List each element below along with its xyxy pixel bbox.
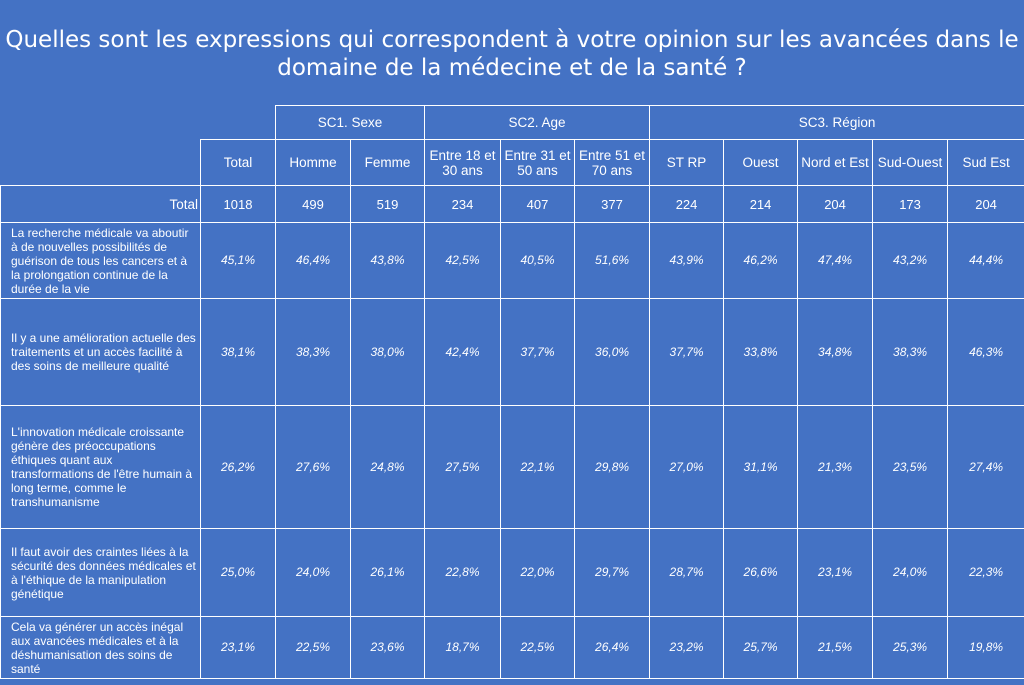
total-row: Total 1018 499 519 234 407 377 224 214 204 173 204 bbox=[0, 185, 1024, 223]
data-cell: 22,1% bbox=[500, 405, 576, 529]
data-cell: 40,5% bbox=[500, 222, 576, 299]
data-cell: 42,4% bbox=[424, 298, 502, 406]
data-cell: 22,5% bbox=[500, 616, 576, 679]
data-cell: 46,4% bbox=[275, 222, 351, 299]
data-cell: 23,5% bbox=[872, 405, 949, 529]
data-cell: 34,8% bbox=[797, 298, 874, 406]
data-cell: 44,4% bbox=[947, 222, 1024, 299]
data-cell: 25,0% bbox=[200, 528, 276, 617]
group-header: SC3. Région bbox=[649, 105, 1024, 140]
total-row-label: Total bbox=[0, 185, 201, 223]
data-cell: 26,1% bbox=[349, 528, 426, 617]
data-cell: 46,2% bbox=[723, 222, 799, 299]
data-cell: 26,4% bbox=[574, 616, 651, 679]
row-label: L'innovation médicale croissante génère … bbox=[0, 405, 201, 529]
group-header: SC1. Sexe bbox=[274, 105, 426, 140]
group-header: SC2. Age bbox=[424, 105, 651, 140]
data-cell: 27,6% bbox=[275, 405, 351, 529]
data-cell: 37,7% bbox=[500, 298, 576, 406]
data-cell: 21,3% bbox=[797, 405, 874, 529]
row-label: Il faut avoir des craintes liées à la sé… bbox=[0, 528, 201, 617]
data-cell: 33,8% bbox=[723, 298, 799, 406]
data-cell: 27,0% bbox=[649, 405, 725, 529]
data-cell: 43,8% bbox=[349, 222, 426, 299]
data-cell: 24,0% bbox=[872, 528, 949, 617]
data-cell: 23,6% bbox=[349, 616, 426, 679]
column-header: ST RP bbox=[649, 139, 725, 186]
total-cell: 204 bbox=[797, 185, 874, 223]
empty-cell bbox=[200, 105, 276, 140]
empty-cell bbox=[1, 106, 201, 140]
data-cell: 24,8% bbox=[349, 405, 426, 529]
table-row: L'innovation médicale croissante génère … bbox=[0, 405, 1024, 529]
data-cell: 45,1% bbox=[200, 222, 276, 299]
row-label: Il y a une amélioration actuelle des tra… bbox=[0, 298, 201, 406]
data-cell: 43,2% bbox=[872, 222, 949, 299]
column-header: Entre 18 et 30 ans bbox=[424, 139, 502, 186]
total-cell: 173 bbox=[872, 185, 949, 223]
column-header: Femme bbox=[349, 139, 426, 186]
column-header: Entre 51 et 70 ans bbox=[574, 139, 651, 186]
data-cell: 36,0% bbox=[574, 298, 651, 406]
data-cell: 38,1% bbox=[200, 298, 276, 406]
data-cell: 22,8% bbox=[424, 528, 502, 617]
data-cell: 26,2% bbox=[200, 405, 276, 529]
group-header-row: SC1. Sexe SC2. Age SC3. Région bbox=[1, 105, 1024, 140]
data-cell: 19,8% bbox=[947, 616, 1024, 679]
total-cell: 407 bbox=[500, 185, 576, 223]
data-cell: 38,3% bbox=[872, 298, 949, 406]
data-cell: 27,5% bbox=[424, 405, 502, 529]
data-cell: 46,3% bbox=[947, 298, 1024, 406]
table-row: La recherche médicale va aboutir à de no… bbox=[0, 222, 1024, 299]
data-cell: 38,3% bbox=[275, 298, 351, 406]
total-cell: 234 bbox=[424, 185, 502, 223]
total-cell: 377 bbox=[574, 185, 651, 223]
row-label: Cela va générer un accès inégal aux avan… bbox=[0, 616, 201, 679]
data-cell: 27,4% bbox=[947, 405, 1024, 529]
table-row: Il y a une amélioration actuelle des tra… bbox=[0, 298, 1024, 406]
data-cell: 18,7% bbox=[424, 616, 502, 679]
data-cell: 43,9% bbox=[649, 222, 725, 299]
data-cell: 42,5% bbox=[424, 222, 502, 299]
data-cell: 51,6% bbox=[574, 222, 651, 299]
data-cell: 29,7% bbox=[574, 528, 651, 617]
empty-cell bbox=[1, 140, 201, 186]
total-cell: 204 bbox=[947, 185, 1024, 223]
data-cell: 23,2% bbox=[649, 616, 725, 679]
data-cell: 25,7% bbox=[723, 616, 799, 679]
data-cell: 47,4% bbox=[797, 222, 874, 299]
column-header: Sud Est bbox=[947, 139, 1024, 186]
data-cell: 31,1% bbox=[723, 405, 799, 529]
data-cell: 24,0% bbox=[275, 528, 351, 617]
data-cell: 38,0% bbox=[349, 298, 426, 406]
data-cell: 29,8% bbox=[574, 405, 651, 529]
crosstab-table: SC1. Sexe SC2. Age SC3. Région Total Homme Fe… bbox=[0, 105, 1024, 679]
total-cell: 499 bbox=[275, 185, 351, 223]
data-cell: 25,3% bbox=[872, 616, 949, 679]
table-row: Il faut avoir des craintes liées à la sé… bbox=[0, 528, 1024, 617]
table-row: Cela va générer un accès inégal aux avan… bbox=[0, 616, 1024, 679]
data-cell: 23,1% bbox=[797, 528, 874, 617]
column-header: Nord et Est bbox=[797, 139, 874, 186]
column-header: Ouest bbox=[723, 139, 799, 186]
data-cell: 26,6% bbox=[723, 528, 799, 617]
total-cell: 1018 bbox=[200, 185, 276, 223]
data-cell: 22,5% bbox=[275, 616, 351, 679]
data-cell: 28,7% bbox=[649, 528, 725, 617]
column-header-row: Total Homme Femme Entre 18 et 30 ans Entre 3… bbox=[1, 139, 1024, 186]
total-cell: 519 bbox=[349, 185, 426, 223]
total-cell: 224 bbox=[649, 185, 725, 223]
column-header: Total bbox=[200, 139, 276, 186]
data-cell: 22,0% bbox=[500, 528, 576, 617]
column-header: Homme bbox=[275, 139, 351, 186]
data-cell: 37,7% bbox=[649, 298, 725, 406]
column-header: Entre 31 et 50 ans bbox=[500, 139, 576, 186]
data-cell: 22,3% bbox=[947, 528, 1024, 617]
data-cell: 21,5% bbox=[797, 616, 874, 679]
total-cell: 214 bbox=[723, 185, 799, 223]
row-label: La recherche médicale va aboutir à de no… bbox=[0, 222, 201, 299]
data-cell: 23,1% bbox=[200, 616, 276, 679]
chart-title: Quelles sont les expressions qui corresp… bbox=[5, 27, 1019, 81]
column-header: Sud-Ouest bbox=[872, 139, 949, 186]
